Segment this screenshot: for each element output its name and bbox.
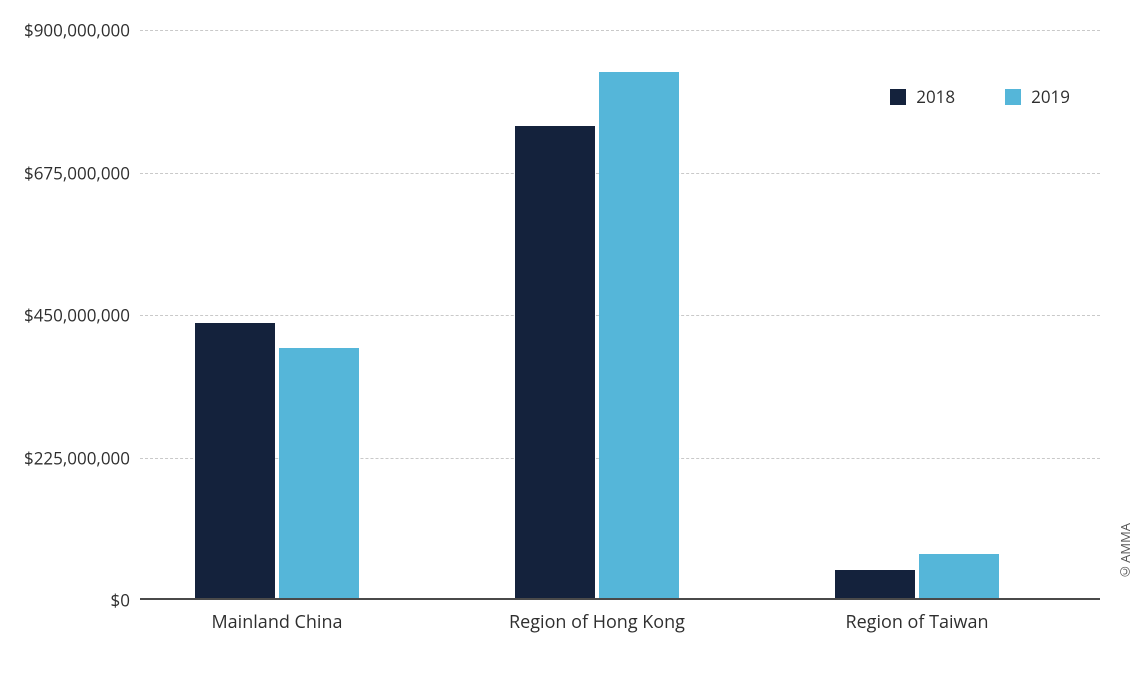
plot-area — [140, 30, 1100, 600]
legend-swatch — [1005, 89, 1021, 105]
y-axis-label: $900,000,000 — [10, 19, 130, 42]
legend: 2018 2019 — [890, 85, 1070, 108]
legend-swatch — [890, 89, 906, 105]
bar-2019-taiwan — [919, 554, 999, 598]
legend-item-2018: 2018 — [890, 85, 955, 108]
bar-2018-mainland_china — [195, 323, 275, 599]
x-axis-label: Mainland China — [211, 610, 342, 634]
bar-2019-mainland_china — [279, 348, 359, 598]
legend-label: 2018 — [916, 85, 955, 108]
x-axis-label: Region of Taiwan — [845, 610, 988, 634]
x-axis-label: Region of Hong Kong — [509, 610, 685, 634]
gridline — [140, 30, 1100, 31]
bar-2018-taiwan — [835, 570, 915, 599]
y-axis-label: $675,000,000 — [10, 161, 130, 184]
bar-chart: $0 $225,000,000 $450,000,000 $675,000,000 $9… — [0, 0, 1140, 676]
legend-label: 2019 — [1031, 85, 1070, 108]
y-axis-label: $450,000,000 — [10, 304, 130, 327]
y-axis-label: $225,000,000 — [10, 446, 130, 469]
bar-2018-hong_kong — [515, 126, 595, 598]
bar-2019-hong_kong — [599, 72, 679, 598]
legend-item-2019: 2019 — [1005, 85, 1070, 108]
credit-label: ©AMMA — [1116, 523, 1134, 581]
y-axis-label: $0 — [10, 589, 130, 612]
